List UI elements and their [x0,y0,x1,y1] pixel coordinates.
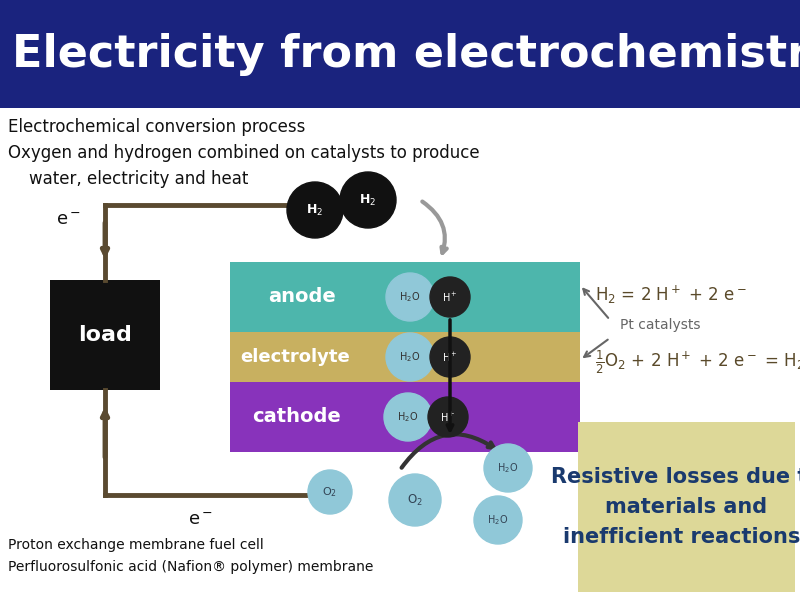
Text: H$^+$: H$^+$ [440,410,456,424]
Text: water, electricity and heat: water, electricity and heat [8,170,248,188]
Text: H$_2$: H$_2$ [359,193,377,208]
Bar [578,422,795,592]
Text: Resistive losses due to
materials and
inefficient reactions.: Resistive losses due to materials and in… [550,467,800,547]
Circle shape [428,397,468,437]
Text: Electricity from electrochemistry: Electricity from electrochemistry [12,32,800,76]
Circle shape [430,337,470,377]
Bar [230,382,580,452]
Text: Electrochemical conversion process: Electrochemical conversion process [8,118,306,136]
Text: H$^+$: H$^+$ [442,350,458,364]
Circle shape [386,333,434,381]
Bar [0,0,800,108]
Text: e$^-$: e$^-$ [55,211,81,229]
Circle shape [287,182,343,238]
Circle shape [384,393,432,441]
Text: H$_2$O: H$_2$O [498,461,518,475]
Circle shape [474,496,522,544]
Text: H$_2$O: H$_2$O [398,410,418,424]
Circle shape [386,273,434,321]
Text: H$^+$: H$^+$ [442,290,458,304]
Text: anode: anode [268,287,336,307]
Text: H$_2$O: H$_2$O [399,350,421,364]
Text: electrolyte: electrolyte [240,348,350,366]
Circle shape [308,470,352,514]
Circle shape [340,172,396,228]
Text: e$^-$: e$^-$ [187,511,213,529]
Circle shape [389,474,441,526]
Text: Perfluorosulfonic acid (Nafion® polymer) membrane: Perfluorosulfonic acid (Nafion® polymer)… [8,560,374,574]
Text: Oxygen and hydrogen combined on catalysts to produce: Oxygen and hydrogen combined on catalyst… [8,144,480,162]
Text: H$_2$ = 2 H$^+$ + 2 e$^-$: H$_2$ = 2 H$^+$ + 2 e$^-$ [595,284,747,306]
Circle shape [484,444,532,492]
Text: cathode: cathode [252,407,341,427]
Circle shape [430,277,470,317]
Text: H$_2$: H$_2$ [306,202,323,218]
Text: H$_2$O: H$_2$O [487,513,509,527]
Text: Pt catalysts: Pt catalysts [620,318,701,332]
Bar [230,262,580,332]
Bar [50,280,160,390]
Text: $\frac{1}{2}$O$_2$ + 2 H$^+$ + 2 e$^-$ = H$_2$O: $\frac{1}{2}$O$_2$ + 2 H$^+$ + 2 e$^-$ =… [595,348,800,376]
Text: O$_2$: O$_2$ [407,493,423,508]
Text: load: load [78,325,132,345]
Bar [230,332,580,382]
Text: H$_2$O: H$_2$O [399,290,421,304]
Text: O$_2$: O$_2$ [322,485,338,499]
Text: Proton exchange membrane fuel cell: Proton exchange membrane fuel cell [8,538,264,552]
